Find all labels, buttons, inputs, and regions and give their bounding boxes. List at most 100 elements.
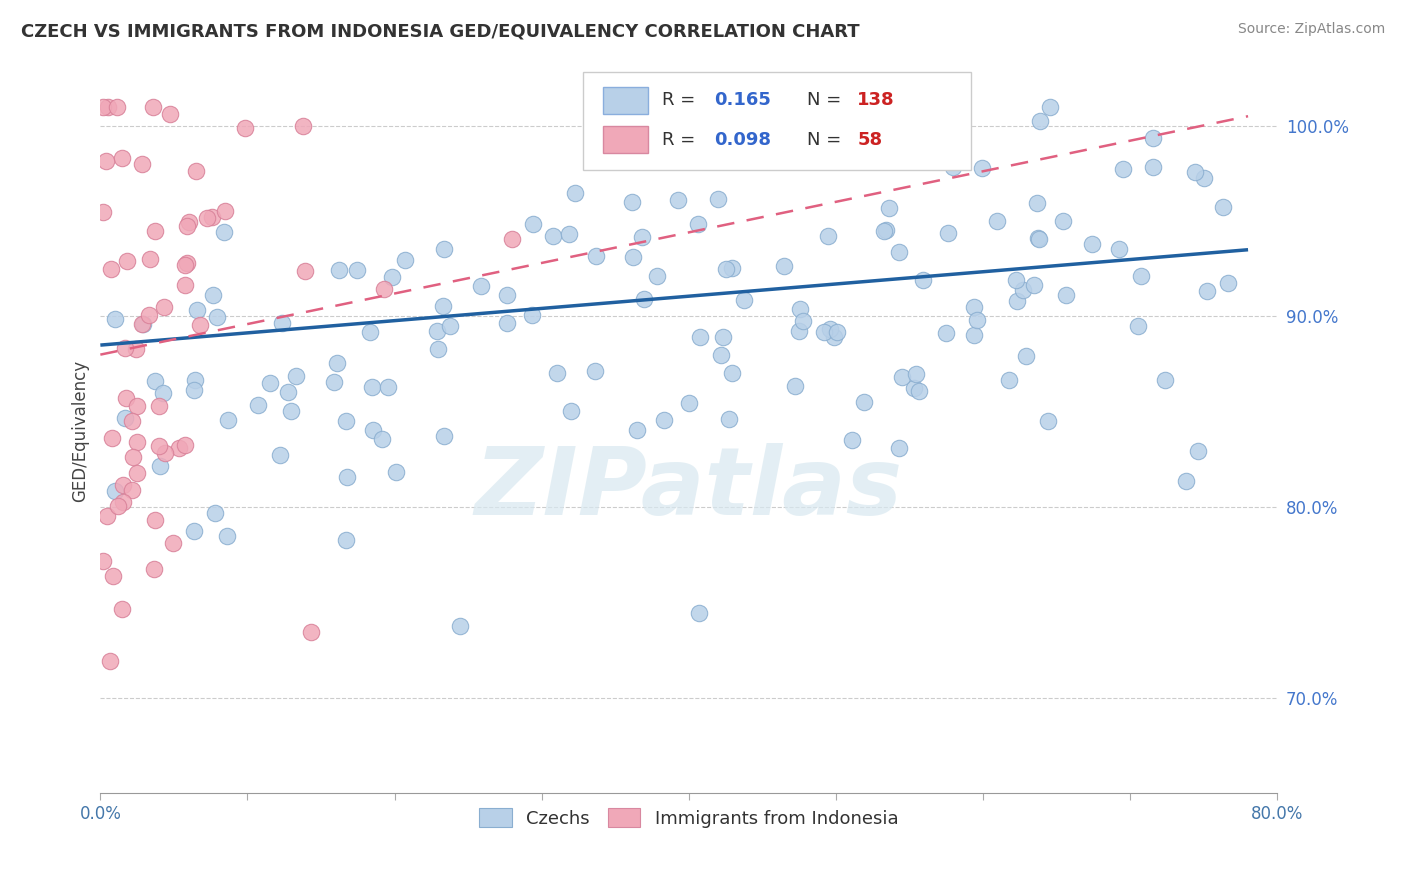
Point: [1025, 196, 1047, 211]
Point: [153, 301, 176, 315]
Point: [720, 260, 742, 275]
Point: [707, 192, 730, 206]
Point: [111, 494, 134, 508]
Point: [104, 312, 127, 326]
Point: [121, 414, 143, 428]
Point: [385, 465, 408, 479]
Point: [91, 554, 114, 568]
Point: [668, 193, 690, 207]
Point: [104, 484, 127, 499]
Point: [152, 386, 174, 401]
Point: [1015, 349, 1038, 363]
Point: [204, 507, 226, 521]
Point: [269, 448, 291, 462]
Text: N =: N =: [807, 130, 841, 149]
Point: [501, 231, 523, 245]
Point: [907, 384, 929, 399]
Point: [875, 223, 897, 237]
Point: [291, 119, 314, 133]
Point: [432, 299, 454, 313]
Text: R =: R =: [662, 91, 695, 110]
Point: [1112, 162, 1135, 177]
Point: [621, 251, 644, 265]
Point: [114, 342, 136, 356]
Point: [633, 292, 655, 306]
Point: [942, 160, 965, 174]
Point: [773, 259, 796, 273]
Point: [197, 211, 219, 225]
Point: [1187, 443, 1209, 458]
Point: [159, 107, 181, 121]
Point: [214, 203, 236, 218]
Point: [121, 483, 143, 497]
Point: [285, 369, 308, 384]
Point: [259, 376, 281, 390]
Point: [689, 330, 711, 344]
Point: [1005, 273, 1028, 287]
Point: [233, 121, 256, 136]
Point: [583, 364, 606, 378]
Point: [721, 367, 744, 381]
Point: [91, 205, 114, 219]
Point: [127, 399, 149, 413]
Legend: Czechs, Immigrants from Indonesia: Czechs, Immigrants from Indonesia: [472, 801, 905, 835]
Point: [143, 374, 166, 388]
Point: [963, 300, 986, 314]
Point: [1052, 213, 1074, 227]
Point: [394, 252, 416, 267]
Point: [522, 308, 544, 322]
Point: [359, 325, 381, 339]
Point: [277, 384, 299, 399]
Point: [827, 325, 849, 339]
Point: [361, 423, 384, 437]
Point: [174, 438, 197, 452]
Point: [1130, 268, 1153, 283]
Point: [1195, 285, 1218, 299]
Point: [1022, 277, 1045, 292]
Point: [173, 277, 195, 292]
Point: [711, 330, 734, 344]
Point: [911, 273, 934, 287]
Point: [346, 263, 368, 277]
Point: [1154, 373, 1177, 387]
Point: [709, 348, 731, 362]
Point: [817, 228, 839, 243]
Point: [560, 404, 582, 418]
Point: [270, 316, 292, 330]
Point: [449, 619, 471, 633]
Point: [1026, 231, 1049, 245]
Point: [183, 383, 205, 397]
Point: [101, 432, 124, 446]
Point: [335, 533, 357, 548]
Point: [131, 157, 153, 171]
FancyBboxPatch shape: [583, 72, 972, 170]
Point: [1192, 170, 1215, 185]
Point: [433, 242, 456, 256]
Point: [688, 606, 710, 620]
Point: [94, 154, 117, 169]
Point: [626, 423, 648, 437]
Point: [823, 330, 845, 344]
Point: [546, 366, 568, 380]
Point: [115, 391, 138, 405]
Point: [149, 459, 172, 474]
Point: [280, 404, 302, 418]
Point: [217, 413, 239, 427]
Point: [1028, 232, 1050, 246]
Point: [733, 293, 755, 308]
Point: [201, 210, 224, 224]
Point: [131, 317, 153, 331]
Point: [890, 370, 912, 384]
Point: [877, 201, 900, 215]
Point: [138, 309, 160, 323]
Point: [153, 446, 176, 460]
Point: [905, 368, 928, 382]
Y-axis label: GED/Equivalency: GED/Equivalency: [72, 359, 89, 502]
Point: [963, 328, 986, 343]
Point: [718, 412, 741, 426]
Point: [439, 318, 461, 333]
Point: [361, 380, 384, 394]
Point: [167, 441, 190, 455]
Point: [125, 342, 148, 356]
Point: [138, 252, 160, 266]
